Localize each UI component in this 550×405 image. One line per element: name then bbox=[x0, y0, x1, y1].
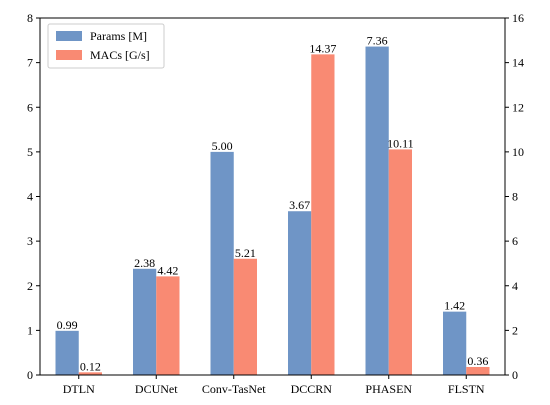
macs-bars bbox=[78, 54, 490, 375]
data-label-params: 7.36 bbox=[367, 34, 388, 48]
bar-macs bbox=[311, 54, 335, 375]
x-tick-label: PHASEN bbox=[365, 382, 412, 396]
data-label-macs: 14.37 bbox=[309, 41, 336, 55]
legend: Params [M] MACs [G/s] bbox=[47, 23, 165, 69]
left-tick-label: 3 bbox=[27, 234, 33, 248]
legend-label-macs: MACs [G/s] bbox=[90, 48, 150, 62]
x-axis: DTLN DCUNet Conv-TasNet DCCRN PHASEN FLSTN bbox=[63, 375, 485, 396]
right-tick-label: 16 bbox=[512, 11, 524, 25]
bar-macs bbox=[156, 276, 180, 375]
x-tick-label: FLSTN bbox=[448, 382, 485, 396]
right-tick-label: 4 bbox=[512, 279, 518, 293]
left-y-axis: 0 1 2 3 4 5 6 7 8 bbox=[27, 11, 40, 382]
left-tick-label: 6 bbox=[27, 100, 33, 114]
data-label-params: 1.42 bbox=[444, 299, 465, 313]
legend-swatch-macs bbox=[56, 50, 82, 60]
bar-macs bbox=[233, 258, 257, 375]
right-tick-label: 6 bbox=[512, 234, 518, 248]
x-tick-label: Conv-TasNet bbox=[202, 382, 266, 396]
data-label-macs: 0.36 bbox=[467, 354, 488, 368]
data-label-macs: 5.21 bbox=[235, 246, 256, 260]
data-label-params: 2.38 bbox=[134, 256, 155, 270]
bar-macs bbox=[388, 149, 412, 375]
legend-swatch-params bbox=[56, 31, 82, 41]
x-tick-label: DTLN bbox=[63, 382, 95, 396]
bar-params bbox=[133, 268, 157, 375]
bar-params bbox=[55, 330, 79, 375]
bar-macs bbox=[466, 366, 490, 375]
bar-params bbox=[288, 211, 312, 375]
data-label-macs: 10.11 bbox=[387, 136, 414, 150]
left-tick-label: 2 bbox=[27, 279, 33, 293]
left-tick-label: 8 bbox=[27, 11, 33, 25]
legend-label-params: Params [M] bbox=[90, 29, 147, 43]
data-labels: 0.99 0.12 2.384.42 5.00 5.21 3.67 14.37 7.36 10.… bbox=[57, 34, 489, 374]
left-tick-label: 4 bbox=[27, 190, 33, 204]
plot-frame bbox=[39, 17, 506, 376]
data-label-macs: 0.12 bbox=[80, 359, 101, 373]
data-label-params: 3.67 bbox=[289, 198, 310, 212]
right-tick-label: 8 bbox=[512, 190, 518, 204]
right-tick-label: 2 bbox=[512, 323, 518, 337]
left-tick-label: 0 bbox=[27, 368, 33, 382]
x-tick-label: DCCRN bbox=[291, 382, 333, 396]
left-tick-label: 1 bbox=[27, 323, 33, 337]
data-label-macs: 4.42 bbox=[157, 263, 178, 277]
bar-params bbox=[210, 151, 234, 375]
right-tick-label: 12 bbox=[512, 100, 524, 114]
left-tick-label: 5 bbox=[27, 145, 33, 159]
bar-macs bbox=[78, 372, 102, 375]
params-bars bbox=[55, 46, 467, 376]
right-tick-label: 14 bbox=[512, 56, 524, 70]
x-tick-label: DCUNet bbox=[135, 382, 178, 396]
right-y-axis: 0 2 4 6 8 10 12 14 16 bbox=[505, 11, 524, 382]
data-label-params: 0.99 bbox=[57, 318, 78, 332]
right-tick-label: 10 bbox=[512, 145, 524, 159]
right-tick-label: 0 bbox=[512, 368, 518, 382]
bar-params bbox=[365, 46, 389, 376]
left-tick-label: 7 bbox=[27, 56, 33, 70]
data-label-params: 5.00 bbox=[212, 139, 233, 153]
bar-params bbox=[443, 311, 467, 375]
